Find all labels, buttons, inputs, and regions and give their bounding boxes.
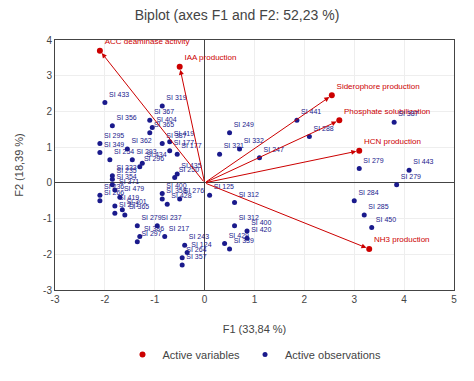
svg-text:SI 386: SI 386: [144, 225, 164, 232]
svg-text:SI 279: SI 279: [141, 214, 161, 221]
svg-text:SI 288: SI 288: [313, 125, 333, 132]
svg-text:SI 284: SI 284: [358, 189, 378, 196]
svg-text:SI 362: SI 362: [131, 137, 151, 144]
svg-text:SI 349: SI 349: [104, 141, 124, 148]
svg-text:3: 3: [46, 70, 52, 81]
svg-text:SI 312: SI 312: [239, 214, 259, 221]
svg-text:4: 4: [46, 35, 52, 46]
svg-text:SI 420: SI 420: [251, 226, 271, 233]
svg-text:F1 (33,84 %): F1 (33,84 %): [223, 323, 287, 335]
svg-text:SI 285: SI 285: [368, 203, 388, 210]
svg-text:0: 0: [46, 177, 52, 188]
svg-text:SI 319: SI 319: [166, 94, 186, 101]
svg-text:SI 279: SI 279: [363, 157, 383, 164]
svg-text:SI 236: SI 236: [104, 183, 124, 190]
svg-text:SI 124: SI 124: [191, 241, 211, 248]
svg-text:SI 247: SI 247: [264, 146, 284, 153]
svg-text:SI 450: SI 450: [376, 216, 396, 223]
svg-text:SI 365: SI 365: [154, 121, 174, 128]
svg-text:SI 367: SI 367: [154, 108, 174, 115]
svg-text:SI 301: SI 301: [126, 198, 146, 205]
svg-text:Biplot (axes F1 and F2: 52,23: Biplot (axes F1 and F2: 52,23 %): [135, 7, 340, 23]
svg-text:SI 419: SI 419: [119, 194, 139, 201]
svg-text:SI 296: SI 296: [144, 155, 164, 162]
svg-text:SI 339: SI 339: [234, 237, 254, 244]
svg-text:SI 354: SI 354: [116, 173, 136, 180]
svg-text:SI 443: SI 443: [413, 158, 433, 165]
svg-text:SI 250: SI 250: [179, 166, 199, 173]
svg-text:SI 400: SI 400: [251, 219, 271, 226]
svg-text:SI 249: SI 249: [234, 121, 254, 128]
svg-text:-2: -2: [43, 249, 52, 260]
svg-text:-2: -2: [100, 294, 109, 305]
svg-text:SI 293: SI 293: [136, 148, 156, 155]
svg-text:2: 2: [46, 106, 52, 117]
svg-text:HCN production: HCN production: [364, 137, 421, 146]
svg-text:Active observations: Active observations: [285, 349, 381, 361]
svg-text:SI 365: SI 365: [129, 203, 149, 210]
svg-text:Siderophore production: Siderophore production: [337, 82, 420, 91]
svg-text:1: 1: [46, 142, 52, 153]
svg-text:SI 271: SI 271: [119, 201, 139, 208]
svg-text:5: 5: [451, 294, 457, 305]
svg-text:SI 333: SI 333: [116, 164, 136, 171]
svg-text:4: 4: [401, 294, 407, 305]
svg-text:SI 321: SI 321: [224, 142, 244, 149]
svg-text:SI 435: SI 435: [181, 162, 201, 169]
svg-text:Phosphate solubilization: Phosphate solubilization: [344, 107, 430, 116]
svg-text:SI 237: SI 237: [161, 214, 181, 221]
svg-text:SI 312: SI 312: [239, 191, 259, 198]
svg-text:SI 177: SI 177: [181, 142, 201, 149]
svg-text:SI 254: SI 254: [114, 148, 134, 155]
svg-text:SI 400: SI 400: [166, 182, 186, 189]
svg-text:SI 357: SI 357: [186, 253, 206, 260]
svg-text:SI 279: SI 279: [401, 173, 421, 180]
svg-text:SI 387: SI 387: [398, 110, 418, 117]
svg-text:SI 177: SI 177: [174, 139, 194, 146]
svg-text:-3: -3: [51, 294, 60, 305]
svg-text:SI 434: SI 434: [146, 151, 166, 158]
svg-text:-1: -1: [43, 213, 52, 224]
svg-text:0: 0: [202, 294, 208, 305]
svg-text:1: 1: [252, 294, 258, 305]
svg-text:SI 428: SI 428: [171, 192, 191, 199]
svg-text:SI 264: SI 264: [186, 246, 206, 253]
svg-text:SI 419: SI 419: [174, 130, 194, 137]
svg-text:SI 125: SI 125: [214, 183, 234, 190]
svg-text:2: 2: [302, 294, 308, 305]
svg-text:SI 358: SI 358: [166, 187, 186, 194]
svg-text:SI 479: SI 479: [124, 185, 144, 192]
svg-text:SI 433: SI 433: [109, 91, 129, 98]
svg-text:SI 297: SI 297: [141, 230, 161, 237]
svg-text:SI 243: SI 243: [189, 233, 209, 240]
svg-text:SI 235: SI 235: [116, 167, 136, 174]
svg-text:NH3 production: NH3 production: [374, 235, 430, 244]
svg-text:SI 266: SI 266: [104, 189, 124, 196]
svg-text:-3: -3: [43, 285, 52, 296]
svg-text:ACC deaminase activity: ACC deaminase activity: [105, 37, 190, 46]
svg-text:3: 3: [351, 294, 357, 305]
svg-text:SI 276: SI 276: [184, 187, 204, 194]
svg-text:SI 332: SI 332: [244, 137, 264, 144]
svg-text:SI 371: SI 371: [119, 178, 139, 185]
svg-text:SI 429: SI 429: [229, 232, 249, 239]
svg-text:IAA production: IAA production: [184, 53, 236, 62]
svg-text:SI 295: SI 295: [104, 132, 124, 139]
svg-text:-1: -1: [150, 294, 159, 305]
svg-text:SI 217: SI 217: [169, 225, 189, 232]
svg-text:F2 (18,39 %): F2 (18,39 %): [13, 133, 25, 197]
svg-text:SI 441: SI 441: [301, 108, 321, 115]
svg-text:SI 404: SI 404: [156, 116, 176, 123]
svg-text:SI 356: SI 356: [116, 114, 136, 121]
svg-text:Active variables: Active variables: [163, 349, 241, 361]
svg-text:SI 387: SI 387: [166, 132, 186, 139]
